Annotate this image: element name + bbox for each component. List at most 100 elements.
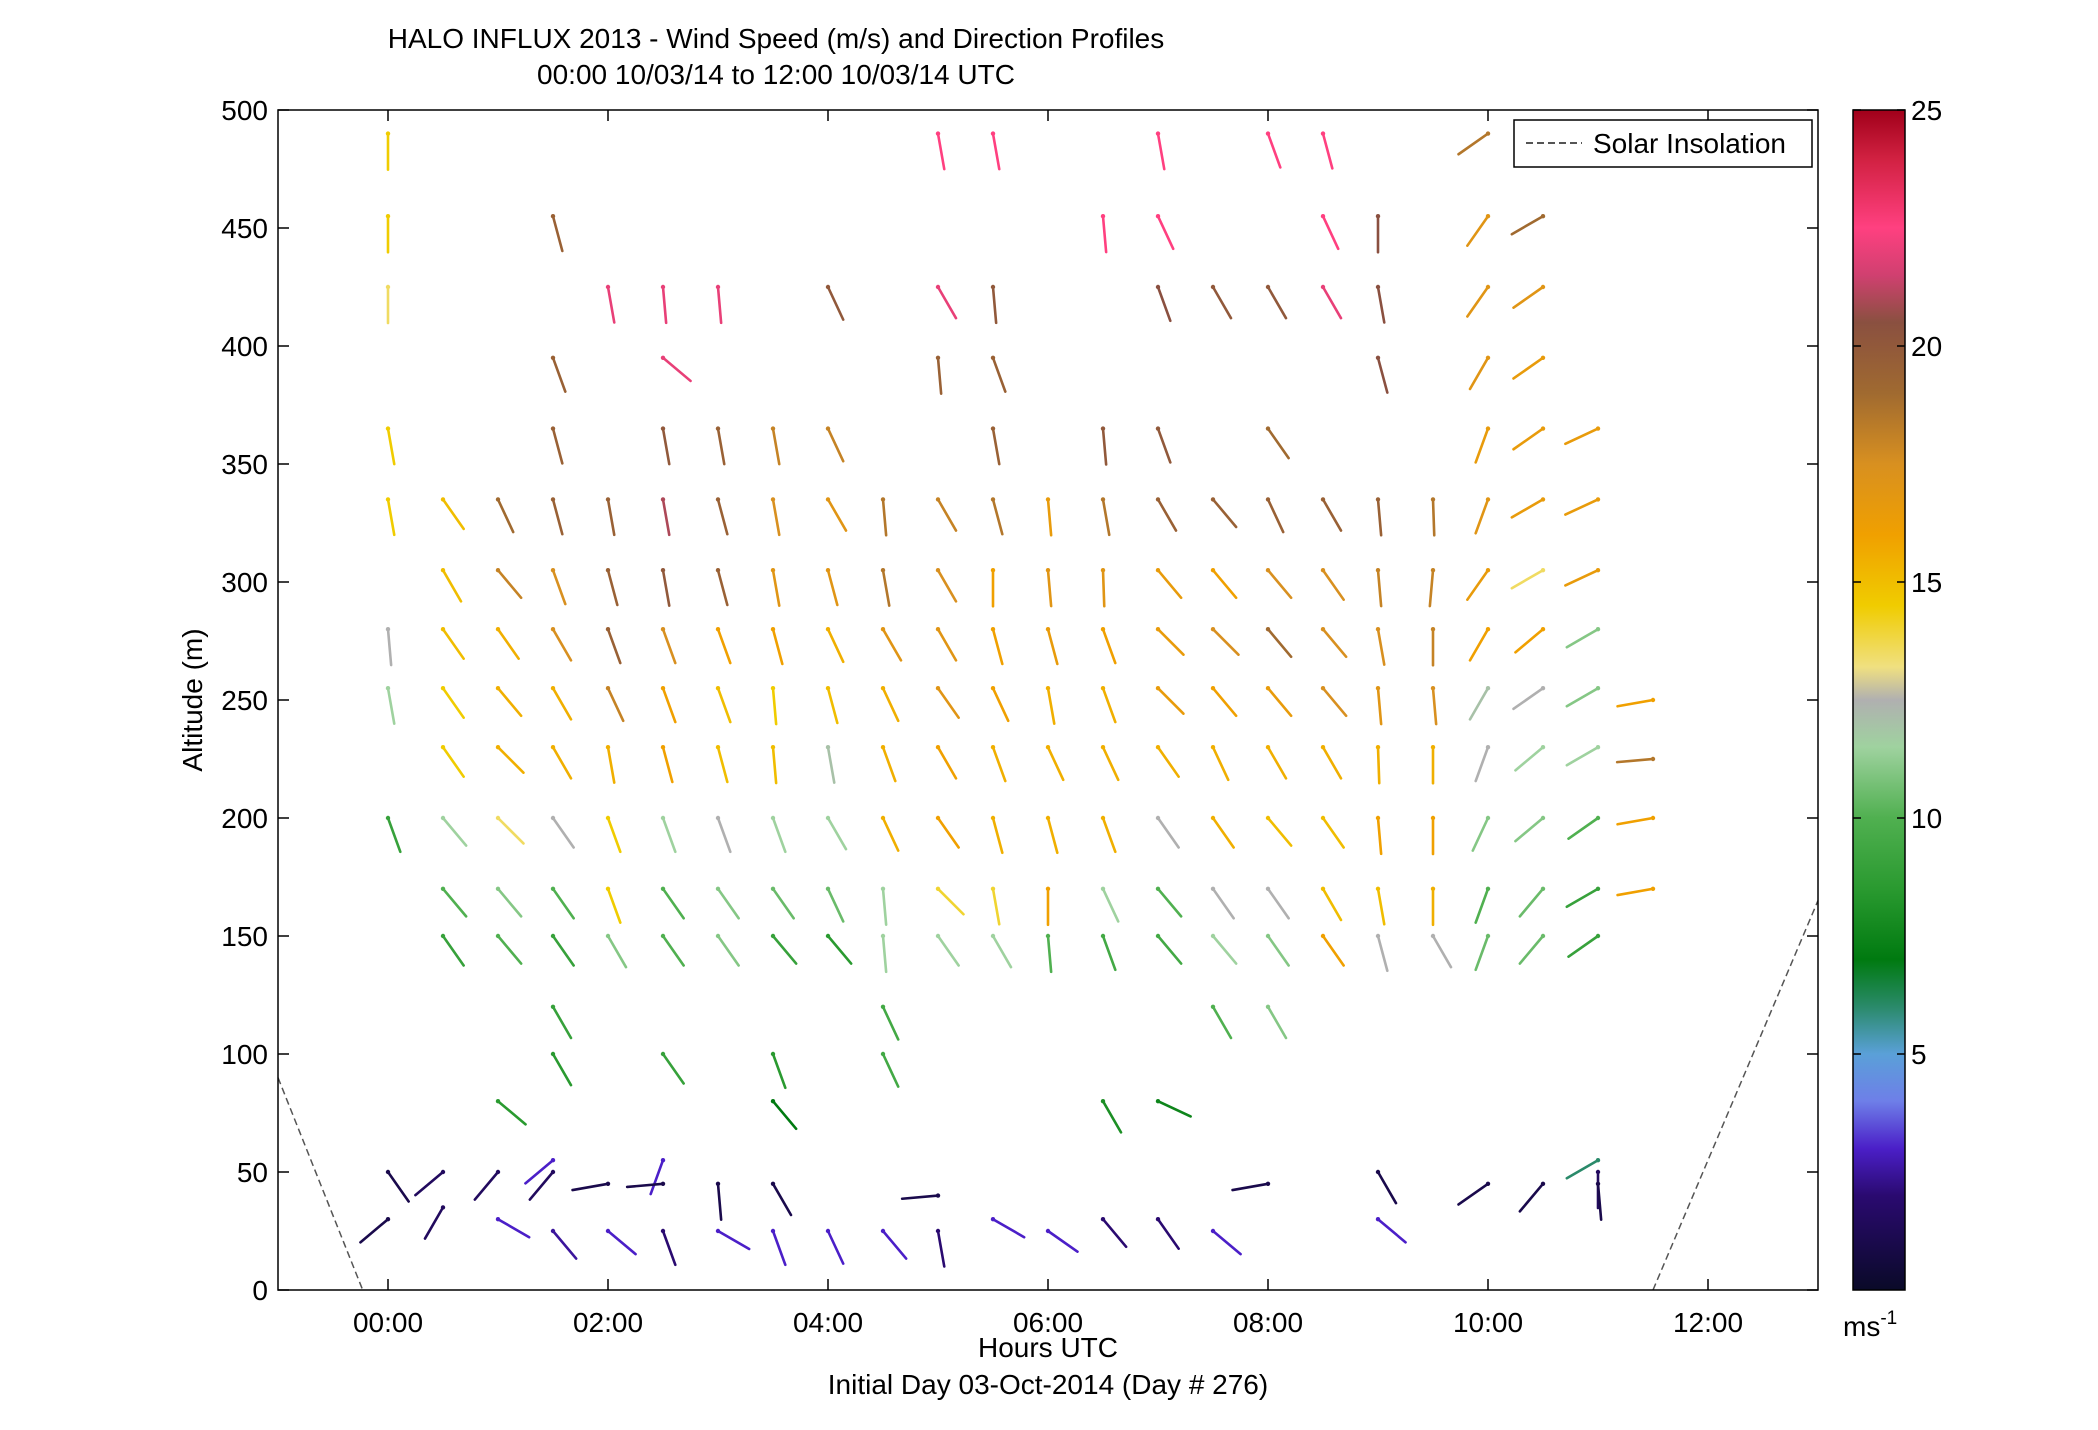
wind-vector-shaft [1564, 498, 1600, 516]
wind-vector-shaft [1046, 745, 1065, 782]
wind-vector [825, 815, 848, 851]
wind-vector-origin [1320, 815, 1326, 821]
wind-vector-origin [770, 1099, 776, 1104]
wind-vector [1100, 745, 1120, 782]
wind-vector-origin [385, 497, 391, 502]
wind-vector [715, 284, 723, 325]
wind-vector-shaft [1046, 934, 1053, 974]
wind-vector-origin [1045, 815, 1051, 821]
wind-vector-shaft [551, 627, 573, 662]
y-tick-label: 450 [221, 213, 268, 244]
wind-vector-shaft [991, 285, 998, 325]
wind-vector-shaft [1046, 686, 1056, 725]
wind-vector-shaft [1512, 285, 1545, 309]
wind-vector-shaft [1266, 934, 1290, 967]
wind-vector-shaft [716, 1229, 751, 1251]
wind-vector-shaft [1321, 934, 1345, 967]
wind-vector-origin [660, 1051, 666, 1057]
wind-vector [935, 815, 960, 849]
wind-vector-origin [385, 131, 391, 136]
wind-vector-shaft [1266, 568, 1293, 600]
wind-vector-origin [440, 815, 446, 821]
wind-vector-shaft [1101, 934, 1117, 972]
wind-vector-origin [1210, 886, 1216, 891]
wind-vector-origin [935, 1228, 941, 1234]
wind-vector-origin [1045, 1228, 1051, 1234]
wind-vector [359, 1217, 391, 1244]
wind-vector-origin [880, 1051, 886, 1057]
wind-vector-shaft [1431, 934, 1453, 969]
wind-vector [1375, 886, 1386, 926]
wind-vector [1468, 686, 1491, 721]
wind-vector [770, 426, 781, 466]
wind-vector-origin [1430, 745, 1436, 750]
wind-vector-origin [935, 131, 941, 136]
wind-vector [1155, 497, 1178, 532]
wind-vector [1210, 1228, 1242, 1256]
wind-vector [1375, 745, 1381, 785]
wind-vector [1210, 745, 1230, 782]
wind-vector-origin [1265, 426, 1271, 431]
wind-vector-shaft [661, 568, 671, 607]
wind-vector-origin [605, 815, 611, 821]
wind-vector-shaft [771, 498, 781, 537]
wind-vector [660, 355, 692, 383]
wind-vector-shaft [826, 427, 845, 463]
wind-vector-shaft [359, 1217, 390, 1244]
wind-vector-origin [1540, 886, 1546, 891]
y-tick-label: 150 [221, 921, 268, 952]
wind-vector-shaft [716, 816, 732, 854]
wind-vector-origin [1485, 745, 1491, 750]
x-tick-label: 04:00 [793, 1307, 863, 1338]
wind-vector-origin [880, 933, 886, 939]
wind-vector-shaft [716, 686, 732, 724]
wind-vector [605, 1228, 637, 1256]
wind-vector-origin [1430, 627, 1436, 632]
wind-vector [1155, 886, 1183, 918]
wind-vector-origin [1595, 426, 1601, 431]
wind-vector-shaft [1321, 745, 1343, 780]
wind-vector-shaft [881, 1229, 908, 1260]
wind-vector-shaft [1510, 214, 1545, 236]
wind-vector [660, 933, 685, 967]
wind-vector-shaft [1101, 498, 1111, 537]
wind-vector [770, 1181, 793, 1217]
wind-vector [550, 355, 567, 393]
wind-vector-shaft [1376, 934, 1389, 973]
wind-vector-origin [1320, 568, 1326, 573]
wind-vector-shaft [528, 1170, 555, 1201]
colorbar-ticks: 5 10 15 20 25 [1853, 95, 1942, 1070]
wind-vector-shaft [1466, 214, 1490, 247]
wind-vector-origin [550, 886, 556, 891]
wind-vector-shaft [1266, 686, 1293, 718]
wind-vector-origin [385, 627, 391, 632]
wind-vector [1155, 627, 1185, 656]
wind-vector [550, 686, 573, 721]
wind-vector-shaft [936, 816, 960, 849]
wind-vector-origin [1595, 1181, 1601, 1187]
wind-vector-shaft [496, 1099, 527, 1126]
wind-vector-shaft [1474, 934, 1490, 972]
wind-vector [1375, 568, 1383, 608]
wind-vector [495, 886, 523, 918]
wind-vector [1265, 1004, 1288, 1040]
wind-vector-origin [605, 745, 611, 750]
wind-vector [715, 426, 726, 466]
wind-vector-shaft [1211, 816, 1235, 849]
wind-vector-shaft [1518, 1182, 1545, 1213]
wind-vector-origin [935, 745, 941, 750]
wind-vector-shaft [1101, 887, 1120, 923]
wind-vector-origin [1155, 745, 1161, 750]
wind-vector-origin [1375, 497, 1381, 502]
wind-vector-origin [605, 627, 611, 632]
wind-vector [825, 627, 845, 664]
wind-vector-origin [1045, 745, 1051, 750]
wind-vector-origin [1540, 815, 1546, 821]
wind-vector-shaft [936, 568, 958, 603]
wind-vector-origin [1595, 933, 1601, 939]
wind-vector-origin [1045, 627, 1051, 632]
wind-vector-origin [550, 815, 556, 821]
wind-vector [649, 1158, 666, 1196]
wind-vector [990, 284, 998, 325]
wind-vector [1100, 497, 1111, 537]
